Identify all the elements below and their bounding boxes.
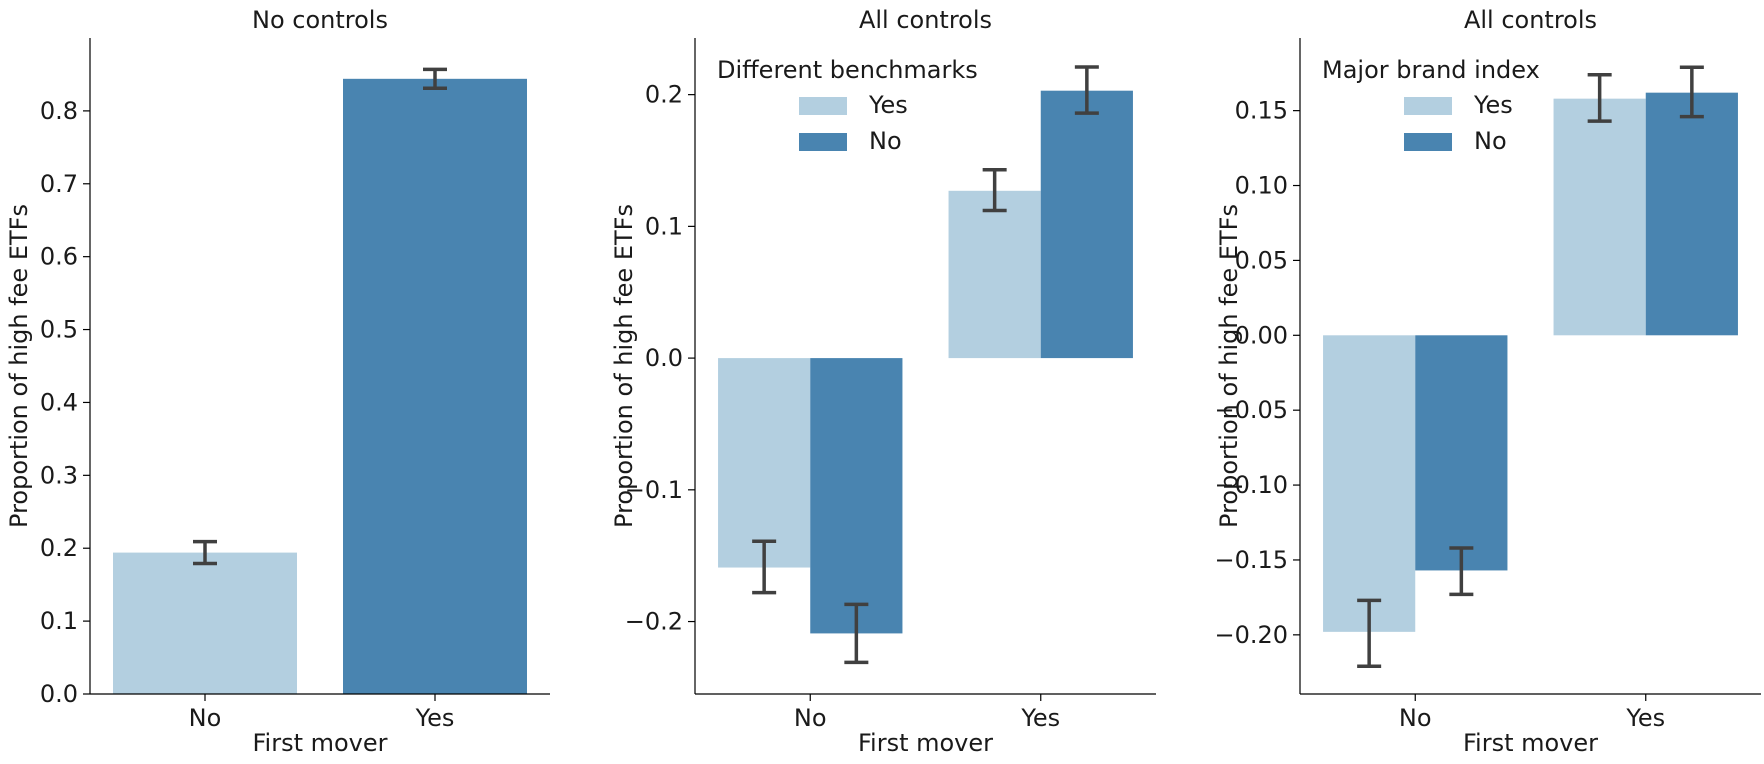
y-tick-label: −0.20 xyxy=(1214,621,1288,649)
legend-swatch-yes xyxy=(799,97,847,115)
error-bar-yes-no xyxy=(1074,65,1099,115)
bar-no-no xyxy=(810,358,903,634)
legend-label-yes: Yes xyxy=(868,91,908,119)
error-bar-no-yes xyxy=(1357,598,1382,669)
panel-all-controls-brand-index: −0.20 −0.15 −0.10 −0.05 0.00 0.05 0.10 0.15 No Ye… xyxy=(1214,6,1761,757)
y-axis-title: Proportion of high fee ETFs xyxy=(5,204,33,528)
x-tick-label-yes: Yes xyxy=(1625,704,1665,732)
legend-title: Major brand index xyxy=(1322,56,1540,84)
y-tick-label: 0.1 xyxy=(40,607,78,635)
y-tick-label: 0.7 xyxy=(40,170,78,198)
bar-no-yes xyxy=(718,358,811,568)
bar-yes xyxy=(343,78,527,695)
bar-yes-no xyxy=(1040,90,1133,359)
x-tick-label-no: No xyxy=(1399,704,1432,732)
legend-swatch-no xyxy=(1404,133,1452,151)
legend-swatch-no xyxy=(799,133,847,151)
error-bar-yes xyxy=(423,67,447,91)
y-tick-label: 0.1 xyxy=(645,212,683,240)
y-tick-label: −0.15 xyxy=(1214,546,1288,574)
legend-swatch-yes xyxy=(1404,97,1452,115)
y-tick-label: 0.6 xyxy=(40,243,78,271)
y-tick-label: 0.0 xyxy=(40,680,78,708)
y-axis-title: Proportion of high fee ETFs xyxy=(1215,204,1243,528)
y-tick-label: 0.15 xyxy=(1235,97,1288,125)
error-bar-no xyxy=(193,539,217,566)
legend-label-no: No xyxy=(869,127,902,155)
bar-yes-yes xyxy=(948,190,1041,359)
y-tick-label: 0.0 xyxy=(645,344,683,372)
panel-no-controls: 0.0 0.1 0.2 0.3 0.4 0.5 0.6 0.7 0.8 No Yes First mo… xyxy=(5,6,550,757)
y-tick-label: 0.00 xyxy=(1235,321,1288,349)
x-tick-label-yes: Yes xyxy=(1020,704,1060,732)
legend: Major brand index Yes No xyxy=(1322,56,1540,155)
y-tick-label: 0.2 xyxy=(40,534,78,562)
legend: Different benchmarks Yes No xyxy=(717,56,978,155)
y-tick-label: −0.05 xyxy=(1214,396,1288,424)
x-tick-label-no: No xyxy=(794,704,827,732)
y-tick-label: 0.5 xyxy=(40,316,78,344)
y-tick-label: 0.3 xyxy=(40,461,78,489)
x-axis-title: First mover xyxy=(858,729,993,757)
y-tick-label: 0.8 xyxy=(40,97,78,125)
y-tick-label: 0.05 xyxy=(1235,246,1288,274)
x-axis-title: First mover xyxy=(1463,729,1598,757)
error-bar-no-yes xyxy=(752,539,777,595)
bar-yes-no xyxy=(1645,92,1738,336)
error-bar-no-no xyxy=(1449,546,1474,597)
bar-yes-yes xyxy=(1553,98,1646,336)
panel-title: All controls xyxy=(859,6,992,34)
y-tick-label: −0.10 xyxy=(1214,471,1288,499)
panel-title: All controls xyxy=(1464,6,1597,34)
y-axis-title: Proportion of high fee ETFs xyxy=(610,204,638,528)
legend-label-no: No xyxy=(1474,127,1507,155)
y-tick-label: −0.2 xyxy=(625,608,683,636)
panel-title: No controls xyxy=(252,6,388,34)
panel-all-controls-benchmarks: −0.2 −0.1 0.0 0.1 0.2 No Yes First mover Proport… xyxy=(610,6,1156,757)
x-axis-title: First mover xyxy=(252,729,387,757)
legend-label-yes: Yes xyxy=(1473,91,1513,119)
bar-no-yes xyxy=(1323,335,1416,632)
error-bar-yes-yes xyxy=(1587,72,1612,123)
y-tick-label: 0.4 xyxy=(40,388,78,416)
legend-title: Different benchmarks xyxy=(717,56,978,84)
error-bar-no-no xyxy=(844,602,869,665)
y-tick-label: 0.2 xyxy=(645,81,683,109)
x-tick-label-yes: Yes xyxy=(415,704,455,732)
bar-no-no xyxy=(1415,335,1508,571)
error-bar-yes-no xyxy=(1679,65,1704,119)
error-bar-yes-yes xyxy=(982,167,1007,213)
bar-no xyxy=(113,552,297,694)
x-tick-label-no: No xyxy=(189,704,222,732)
y-tick-label: −0.1 xyxy=(625,476,683,504)
y-tick-label: 0.10 xyxy=(1235,172,1288,200)
